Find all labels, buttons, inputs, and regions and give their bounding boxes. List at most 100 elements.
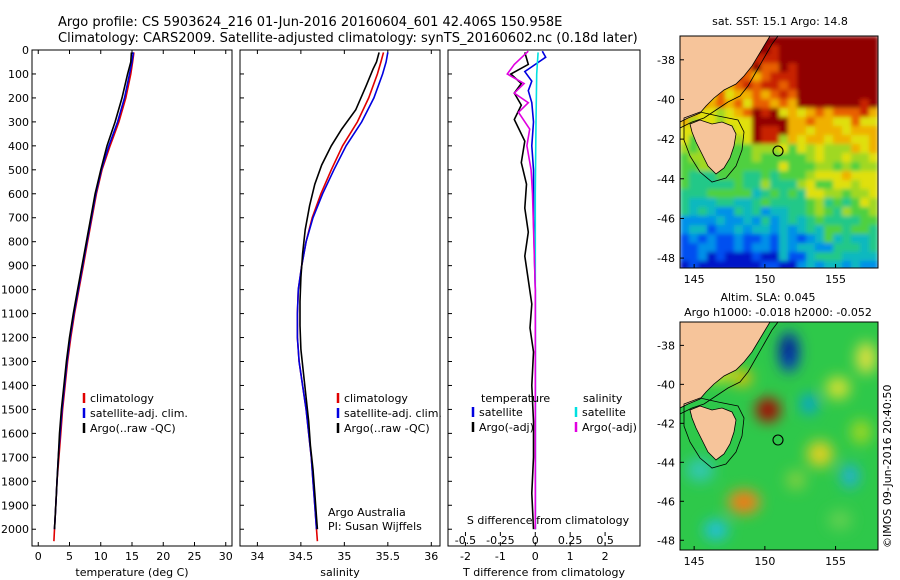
sst-cell (842, 144, 852, 154)
sst-cell (869, 171, 878, 181)
sst-cell (815, 180, 825, 190)
header-line2: Climatology: CARS2009. Satellite-adjuste… (58, 31, 638, 46)
sst-cell (833, 135, 843, 145)
series-line (296, 52, 385, 542)
sst-cell (851, 162, 861, 172)
sst-cell (806, 99, 816, 109)
sla-anomaly (841, 464, 859, 488)
sst-cell (833, 72, 843, 82)
sst-cell (824, 180, 834, 190)
sst-cell (689, 162, 699, 172)
sst-cell (869, 54, 878, 64)
sst-cell (806, 108, 816, 118)
x2-tick-label: -0.5 (455, 534, 476, 547)
sst-cell (725, 108, 735, 118)
sst-cell (860, 207, 870, 217)
sst-cell (716, 99, 726, 109)
sst-cell (797, 162, 807, 172)
sst-cell (869, 45, 878, 55)
sst-cell (761, 81, 771, 91)
sst-cell (734, 81, 744, 91)
sst-cell (698, 153, 708, 163)
sst-cell (797, 117, 807, 127)
sst-cell (698, 225, 708, 235)
sst-cell (842, 234, 852, 244)
sst-cell (743, 171, 753, 181)
y-tick-label: 1400 (1, 379, 29, 392)
sst-cell (779, 225, 789, 235)
y-tick-label: 800 (8, 236, 29, 249)
series-line (299, 52, 380, 530)
sst-cell (806, 45, 816, 55)
sst-cell (734, 225, 744, 235)
sst-cell (797, 135, 807, 145)
sst-cell (860, 216, 870, 226)
sst-cell (779, 207, 789, 217)
sst-cell (851, 81, 861, 91)
sst-cell (797, 126, 807, 136)
x-tick-label: 5 (66, 550, 73, 563)
sst-cell (752, 207, 762, 217)
sst-cell (842, 135, 852, 145)
sst-cell (806, 261, 816, 268)
sst-cell (752, 153, 762, 163)
sst-cell (716, 252, 726, 262)
sst-cell (788, 225, 798, 235)
sst-cell (779, 108, 789, 118)
sst-cell (842, 72, 852, 82)
y-tick-label: -40 (657, 93, 675, 106)
sst-cell (806, 36, 816, 46)
sst-cell (770, 180, 780, 190)
sst-cell (770, 45, 780, 55)
sst-cell (833, 81, 843, 91)
sst-cell (743, 252, 753, 262)
sst-cell (779, 198, 789, 208)
sst-cell (824, 243, 834, 253)
legend-label: satellite (479, 406, 523, 419)
x-tick-label: 150 (754, 555, 775, 568)
y-tick-label: 700 (8, 212, 29, 225)
sst-cell (680, 162, 690, 172)
sst-cell (833, 144, 843, 154)
sst-cell (851, 225, 861, 235)
sst-cell (869, 135, 878, 145)
sst-cell (743, 261, 753, 268)
sst-cell (761, 234, 771, 244)
sst-cell (725, 99, 735, 109)
sst-cell (698, 189, 708, 199)
sst-cell (734, 198, 744, 208)
sst-cell (815, 81, 825, 91)
sst-cell (806, 126, 816, 136)
y-tick-label: 1100 (1, 308, 29, 321)
sst-cell (707, 117, 717, 127)
sst-cell (860, 99, 870, 109)
y-tick-label: 500 (8, 164, 29, 177)
sst-cell (734, 189, 744, 199)
legend-label: climatology (344, 392, 408, 405)
sst-cell (698, 198, 708, 208)
sst-cell (752, 261, 762, 268)
sst-cell (824, 162, 834, 172)
sst-cell (770, 63, 780, 73)
sst-cell (725, 180, 735, 190)
sst-cell (851, 36, 861, 46)
sst-cell (725, 225, 735, 235)
x-tick-label: 155 (825, 273, 846, 286)
sst-cell (815, 171, 825, 181)
sst-cell (752, 252, 762, 262)
sst-cell (752, 63, 762, 73)
sst-cell (716, 90, 726, 100)
sst-cell (707, 198, 717, 208)
sst-cell (797, 180, 807, 190)
sst-cell (689, 198, 699, 208)
salinity-panel: 34 34.5 35 35.5 36 salinity climatology satelli… (239, 49, 442, 579)
sst-cell (869, 99, 878, 109)
sst-cell (788, 117, 798, 127)
sst-cell (788, 153, 798, 163)
sst-cell (725, 90, 735, 100)
sst-cell (833, 153, 843, 163)
sst-cell (842, 198, 852, 208)
sst-cell (698, 171, 708, 181)
x-tick-label: 30 (219, 550, 233, 563)
